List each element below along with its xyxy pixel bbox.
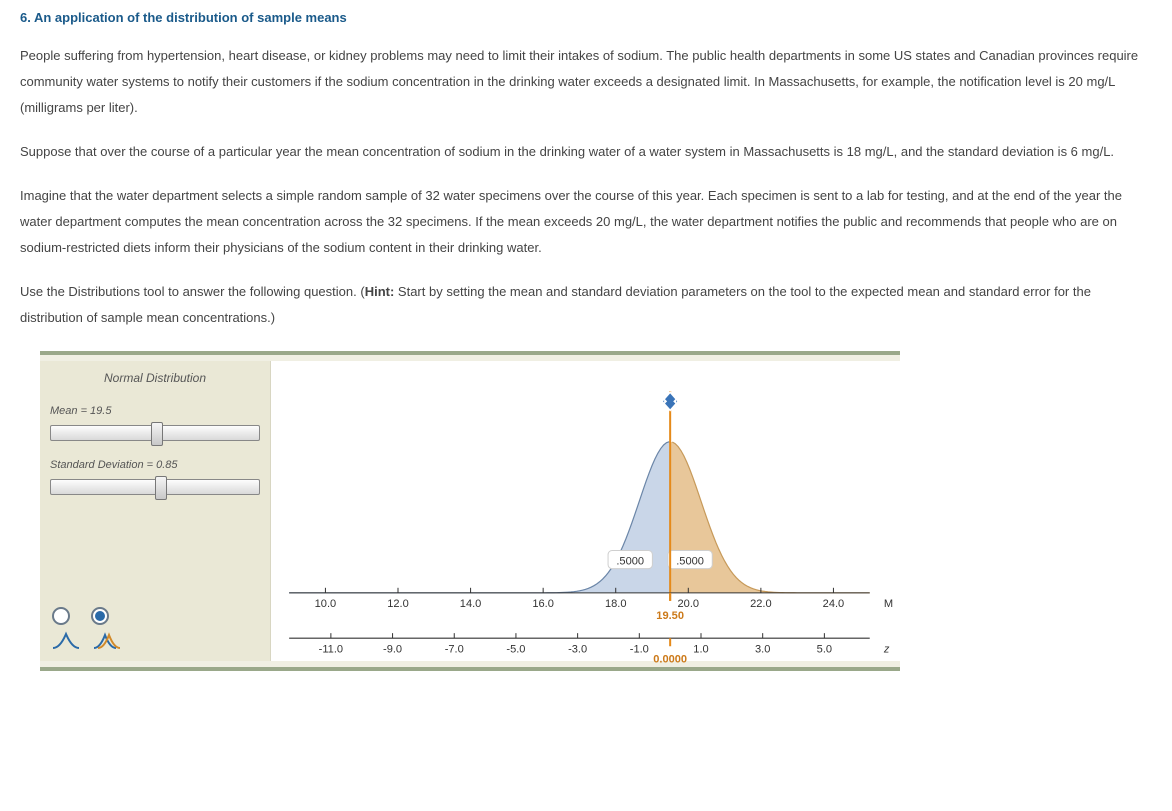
paragraph-1: People suffering from hypertension, hear… — [20, 43, 1152, 121]
m-tick-label: 22.0 — [750, 598, 772, 610]
z-axis-end-label: z — [883, 643, 890, 655]
mean-slider-handle[interactable] — [151, 422, 163, 446]
prob-left-text: .5000 — [616, 556, 644, 568]
z-tick-label: -11.0 — [319, 643, 343, 655]
z-tick-label: 3.0 — [755, 643, 770, 655]
paragraph-4: Use the Distributions tool to answer the… — [20, 279, 1152, 331]
mode-radio-1[interactable] — [52, 607, 70, 625]
paragraph-3: Imagine that the water department select… — [20, 183, 1152, 261]
mean-slider[interactable] — [50, 425, 260, 441]
m-tick-label: 10.0 — [315, 598, 337, 610]
question-heading: 6. An application of the distribution of… — [20, 10, 1152, 25]
single-curve-icon[interactable] — [52, 631, 80, 649]
z-tick-label: -9.0 — [383, 643, 402, 655]
mean-label: Mean = 19.5 — [40, 405, 270, 417]
z-tick-label: 1.0 — [693, 643, 708, 655]
distribution-chart: .5000 .5000 10.0 12.0 14.0 16.0 18.0 20.0 22.0 24… — [271, 361, 900, 663]
m-tick-label: 18.0 — [605, 598, 627, 610]
z-tick-label: 5.0 — [817, 643, 832, 655]
m-tick-label: 16.0 — [532, 598, 554, 610]
distribution-title: Normal Distribution — [40, 361, 270, 403]
z-tick-label: -5.0 — [506, 643, 525, 655]
sd-slider[interactable] — [50, 479, 260, 495]
curve-left-fill — [289, 442, 670, 593]
curve-right-fill — [670, 442, 870, 593]
distributions-tool: Normal Distribution Mean = 19.5 Standard… — [40, 351, 900, 671]
z-highlight-label: 0.0000 — [653, 653, 687, 663]
mode-radio-2[interactable] — [91, 607, 109, 625]
z-tick-label: -3.0 — [568, 643, 587, 655]
m-tick-label: 24.0 — [823, 598, 845, 610]
m-tick-label: 12.0 — [387, 598, 409, 610]
plot-area: .5000 .5000 10.0 12.0 14.0 16.0 18.0 20.0 22.0 24… — [271, 361, 900, 661]
tool-sidebar: Normal Distribution Mean = 19.5 Standard… — [40, 361, 271, 661]
z-tick-label: -1.0 — [630, 643, 649, 655]
paragraph-2: Suppose that over the course of a partic… — [20, 139, 1152, 165]
m-highlight-label: 19.50 — [656, 610, 684, 622]
sd-label: Standard Deviation = 0.85 — [40, 459, 270, 471]
overlay-curve-icon[interactable] — [93, 631, 121, 649]
m-axis-end-label: M — [884, 598, 893, 610]
prob-right-text: .5000 — [676, 556, 704, 568]
z-tick-label: -7.0 — [445, 643, 464, 655]
m-tick-label: 14.0 — [460, 598, 482, 610]
sd-slider-handle[interactable] — [155, 476, 167, 500]
m-tick-label: 20.0 — [678, 598, 700, 610]
mode-controls — [52, 607, 131, 649]
